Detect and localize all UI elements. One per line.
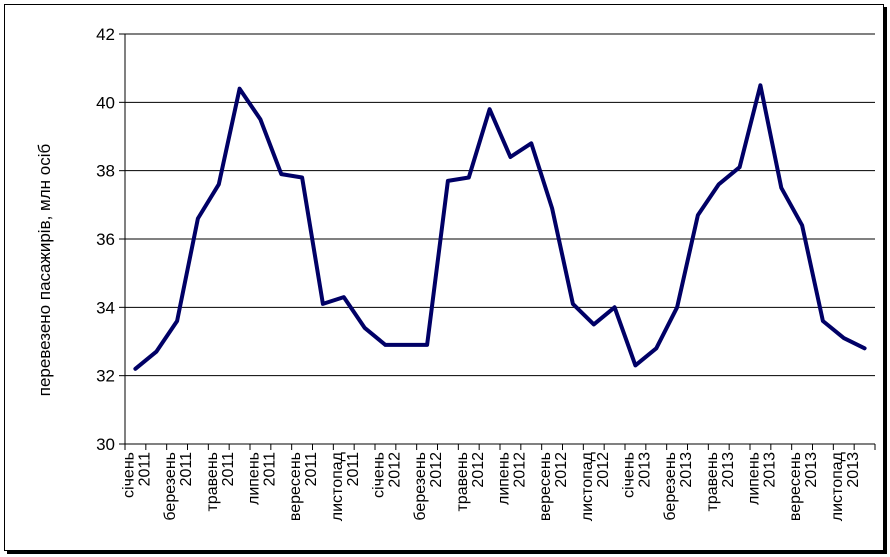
- x-tick-label: липень 2012: [495, 452, 528, 505]
- y-tick-label: 34: [96, 298, 115, 317]
- gridlines: [125, 33, 875, 377]
- x-tick-month: травень: [204, 452, 221, 512]
- x-tick-year: 2013: [678, 452, 695, 488]
- x-tick-month: вересень: [787, 452, 804, 521]
- x-tick-year: 2011: [178, 452, 195, 487]
- x-tick-year: 2012: [595, 452, 612, 488]
- x-tick-label: січень 2011: [120, 452, 153, 498]
- x-tick-year: 2012: [470, 452, 487, 488]
- x-tick-year: 2013: [761, 452, 778, 488]
- x-tick-month: січень: [120, 452, 137, 498]
- y-tick-label: 36: [96, 230, 115, 249]
- chart-frame: [4, 4, 884, 551]
- x-tick-label: березень 2011: [162, 452, 195, 521]
- x-tick-label: листопад 2011: [329, 451, 362, 521]
- x-tick-month: січень: [620, 452, 637, 498]
- x-tick-label: травень 2012: [454, 452, 487, 512]
- x-tick-year: 2012: [553, 452, 570, 488]
- y-tick-labels: 30 32 34 36 38 40 42: [96, 25, 115, 454]
- series-group: [133, 83, 867, 371]
- x-tick-month: липень: [495, 452, 512, 505]
- x-tick-label: липень 2011: [245, 452, 278, 505]
- x-tick-year: 2011: [261, 452, 278, 487]
- y-tick-label: 42: [96, 25, 115, 44]
- x-tick-month: березень: [662, 452, 679, 521]
- y-tick-label: 40: [96, 93, 115, 112]
- x-tick-label: липень 2013: [745, 452, 778, 505]
- x-tick-year: 2011: [136, 452, 153, 487]
- x-tick-year: 2013: [720, 452, 737, 488]
- x-tick-label: січень 2013: [620, 452, 653, 498]
- x-tick-year: 2013: [636, 452, 653, 488]
- y-tick-label: 32: [96, 367, 115, 386]
- x-tick-year: 2012: [386, 452, 403, 488]
- x-tick-month: березень: [412, 452, 429, 521]
- x-tick-label: вересень 2013: [787, 452, 820, 521]
- x-tick-labels: січень 2011 березень 2011 травень 2011 липень 2…: [120, 451, 861, 521]
- x-tick-year: 2011: [303, 452, 320, 487]
- x-tick-month: липень: [245, 452, 262, 505]
- x-tick-month: травень: [704, 452, 721, 512]
- x-tick-month: листопад: [329, 451, 346, 521]
- x-tick-label: травень 2011: [204, 452, 237, 512]
- axes: [119, 33, 876, 450]
- x-tick-year: 2011: [220, 452, 237, 487]
- x-tick-month: листопад: [579, 451, 596, 521]
- x-tick-label: травень 2013: [704, 452, 737, 512]
- x-tick-year: 2011: [345, 452, 362, 487]
- x-tick-label: листопад 2012: [579, 451, 612, 521]
- x-tick-month: січень: [370, 452, 387, 498]
- x-tick-year: 2012: [428, 452, 445, 488]
- x-tick-label: листопад 2013: [829, 451, 862, 521]
- y-tick-label: 38: [96, 162, 115, 181]
- series-line: [133, 83, 867, 371]
- x-tick-month: липень: [745, 452, 762, 505]
- y-tick-label: 30: [96, 435, 115, 454]
- x-tick-label: березень 2012: [412, 452, 445, 521]
- x-tick-month: вересень: [537, 452, 554, 521]
- x-tick-year: 2013: [803, 452, 820, 488]
- x-tick-label: вересень 2012: [537, 452, 570, 521]
- y-axis-label: перевезено пасажирів, млн осіб: [35, 143, 54, 396]
- x-tick-year: 2013: [845, 452, 862, 488]
- x-tick-label: вересень 2011: [287, 452, 320, 521]
- x-tick-month: березень: [162, 452, 179, 521]
- x-tick-year: 2012: [511, 452, 528, 488]
- x-tick-label: березень 2013: [662, 452, 695, 521]
- x-tick-month: листопад: [829, 451, 846, 521]
- x-tick-label: січень 2012: [370, 452, 403, 498]
- x-tick-month: травень: [454, 452, 471, 512]
- x-tick-month: вересень: [287, 452, 304, 521]
